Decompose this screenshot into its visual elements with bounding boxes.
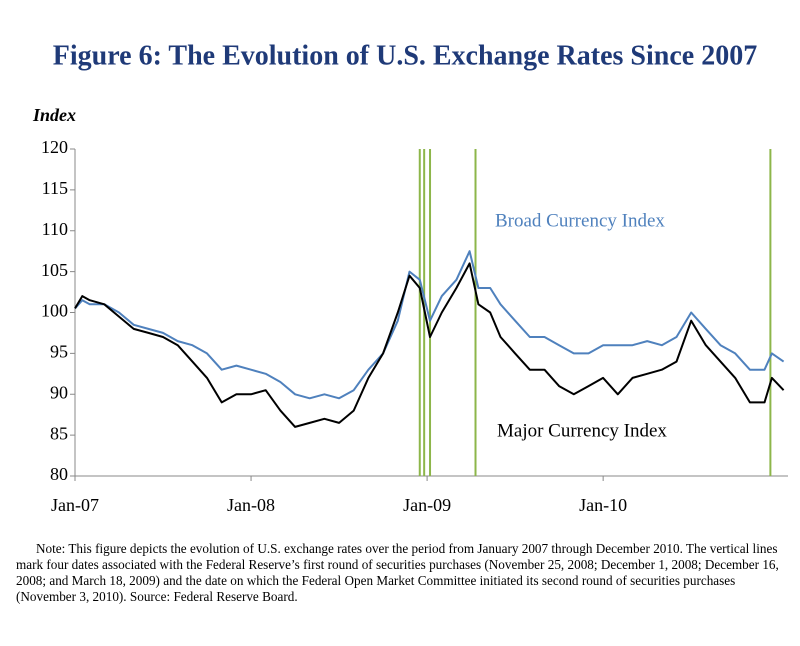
y-tick-label: 110 — [42, 219, 68, 239]
y-tick-label: 120 — [41, 137, 68, 157]
x-tick-label: Jan-07 — [51, 495, 99, 515]
y-tick-label: 85 — [50, 423, 68, 443]
x-tick-label: Jan-09 — [403, 495, 451, 515]
note: Note: This figure depicts the evolution … — [16, 541, 779, 604]
y-tick-label: 115 — [42, 178, 68, 198]
x-tick-label: Jan-08 — [227, 495, 275, 515]
series-label: Major Currency Index — [497, 420, 667, 441]
y-tick-label: 105 — [41, 260, 68, 280]
chart-title: Figure 6: The Evolution of U.S. Exchange… — [53, 40, 757, 71]
y-tick-label: 80 — [50, 464, 68, 484]
y-tick-label: 100 — [41, 301, 68, 321]
y-tick-label: 95 — [50, 342, 68, 362]
y-axis-label: Index — [32, 105, 76, 125]
series-label: Broad Currency Index — [495, 210, 665, 231]
y-tick-label: 90 — [50, 382, 68, 402]
x-tick-label: Jan-10 — [579, 495, 627, 515]
series-line — [74, 262, 785, 428]
series-line — [74, 250, 785, 400]
chart: Figure 6: The Evolution of U.S. Exchange… — [32, 40, 788, 515]
